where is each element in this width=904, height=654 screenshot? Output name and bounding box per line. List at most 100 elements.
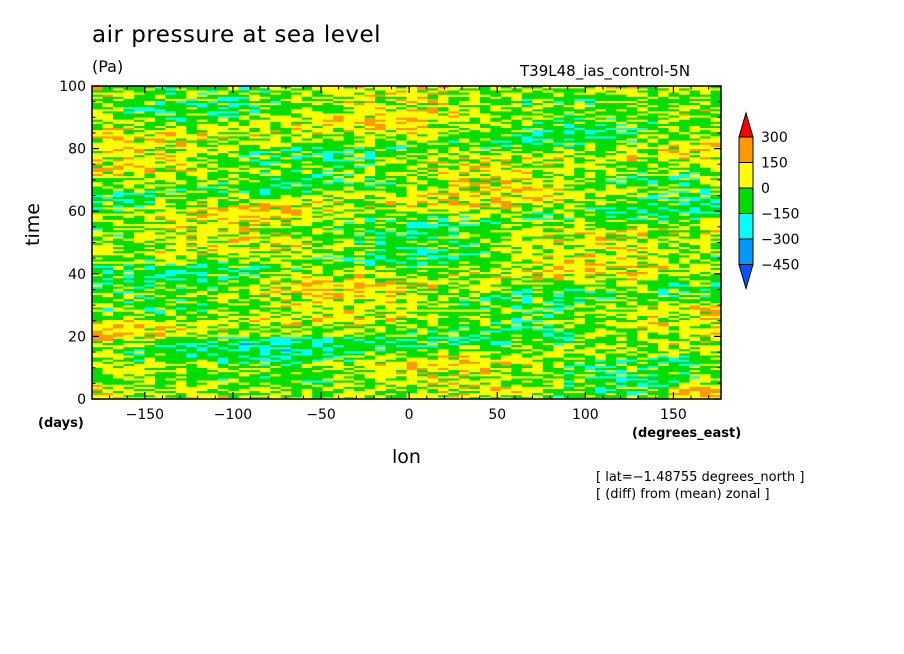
- heatmap-cell: [154, 259, 166, 262]
- heatmap-cell: [280, 344, 292, 348]
- heatmap-cell: [112, 280, 125, 283]
- heatmap-cell: [196, 392, 208, 396]
- heatmap-cell: [616, 325, 628, 329]
- heatmap-cell: [280, 290, 292, 293]
- heatmap-cell: [542, 242, 554, 245]
- heatmap-cell: [490, 294, 502, 298]
- heatmap-cell: [280, 317, 292, 321]
- heatmap-cell: [123, 238, 135, 241]
- heatmap-cell: [448, 238, 460, 241]
- heatmap-cell: [448, 392, 460, 396]
- heatmap-cell: [301, 261, 313, 264]
- heatmap-cell: [92, 255, 104, 258]
- heatmap-cell: [102, 357, 114, 360]
- heatmap-cell: [458, 234, 470, 237]
- heatmap-cell: [312, 353, 324, 356]
- heatmap-cell: [448, 263, 460, 266]
- heatmap-cell: [375, 340, 387, 343]
- heatmap-cell: [343, 250, 355, 254]
- heatmap-cell: [280, 384, 292, 387]
- heatmap-cell: [217, 369, 229, 373]
- heatmap-cell: [301, 255, 313, 258]
- heatmap-cell: [123, 369, 135, 373]
- heatmap-cell: [500, 246, 512, 250]
- heatmap-cell: [385, 315, 397, 318]
- heatmap-cell: [647, 313, 659, 316]
- heatmap-cell: [574, 240, 586, 243]
- heatmap-cell: [490, 242, 502, 245]
- heatmap-cell: [123, 280, 135, 283]
- heatmap-cell: [238, 394, 250, 398]
- heatmap-cell: [542, 290, 554, 293]
- heatmap-cell: [668, 311, 680, 314]
- heatmap-cell: [112, 351, 125, 354]
- heatmap-cell: [700, 394, 712, 398]
- heatmap-cell: [354, 261, 366, 264]
- heatmap-cell: [196, 376, 208, 379]
- heatmap-cell: [333, 321, 345, 325]
- heatmap-cell: [679, 396, 691, 399]
- heatmap-cell: [165, 376, 177, 379]
- heatmap-cell: [354, 257, 366, 260]
- heatmap-cell: [637, 369, 649, 373]
- heatmap-cell: [710, 273, 721, 277]
- heatmap-cell: [626, 271, 638, 275]
- heatmap-cell: [301, 332, 313, 335]
- heatmap-cell: [647, 261, 659, 264]
- heatmap-cell: [396, 311, 408, 314]
- heatmap-cell: [521, 244, 533, 247]
- heatmap-cell: [186, 313, 198, 316]
- heatmap-cell: [133, 248, 146, 252]
- heatmap-cell: [437, 357, 450, 360]
- heatmap-cell: [375, 238, 387, 241]
- heatmap-cell: [700, 355, 712, 358]
- heatmap-cell: [217, 363, 229, 366]
- heatmap-cell: [542, 382, 554, 385]
- heatmap-cell: [700, 396, 712, 399]
- heatmap-cell: [479, 307, 491, 310]
- heatmap-cell: [521, 340, 533, 343]
- heatmap-cell: [249, 321, 261, 325]
- heatmap-cell: [553, 298, 565, 302]
- heatmap-cell: [217, 246, 229, 250]
- heatmap-cell: [175, 390, 187, 394]
- heatmap-cell: [291, 234, 303, 237]
- heatmap-cell: [469, 313, 481, 316]
- heatmap-cell: [511, 348, 523, 352]
- heatmap-cell: [658, 288, 670, 291]
- heatmap-cell: [186, 325, 198, 329]
- heatmap-cell: [416, 376, 429, 379]
- heatmap-cell: [406, 242, 418, 245]
- heatmap-cell: [144, 373, 156, 377]
- heatmap-cell: [553, 305, 565, 308]
- heatmap-cell: [689, 259, 701, 262]
- heatmap-cell: [595, 313, 607, 316]
- heatmap-cell: [291, 273, 303, 277]
- heatmap-cell: [343, 319, 355, 323]
- heatmap-cell: [542, 269, 554, 273]
- heatmap-cell: [217, 294, 229, 298]
- heatmap-cell: [553, 323, 565, 327]
- heatmap-cell: [658, 267, 670, 270]
- heatmap-cell: [217, 288, 229, 291]
- heatmap-cell: [217, 336, 229, 339]
- heatmap-cell: [668, 365, 680, 368]
- heatmap-cell: [259, 296, 271, 300]
- heatmap-cell: [270, 238, 282, 241]
- heatmap-cell: [542, 250, 554, 254]
- heatmap-cell: [647, 376, 659, 379]
- heatmap-cell: [123, 371, 135, 375]
- heatmap-cell: [668, 386, 680, 389]
- heatmap-cell: [354, 280, 366, 283]
- heatmap-cell: [291, 296, 303, 300]
- heatmap-cell: [92, 294, 104, 298]
- heatmap-cell: [207, 315, 219, 318]
- heatmap-cell: [301, 313, 313, 316]
- heatmap-cell: [532, 242, 544, 245]
- heatmap-cell: [689, 323, 701, 327]
- heatmap-cell: [553, 267, 565, 270]
- heatmap-cell: [626, 390, 638, 394]
- heatmap-cell: [322, 392, 334, 396]
- heatmap-cell: [542, 355, 554, 358]
- heatmap-cell: [668, 269, 680, 273]
